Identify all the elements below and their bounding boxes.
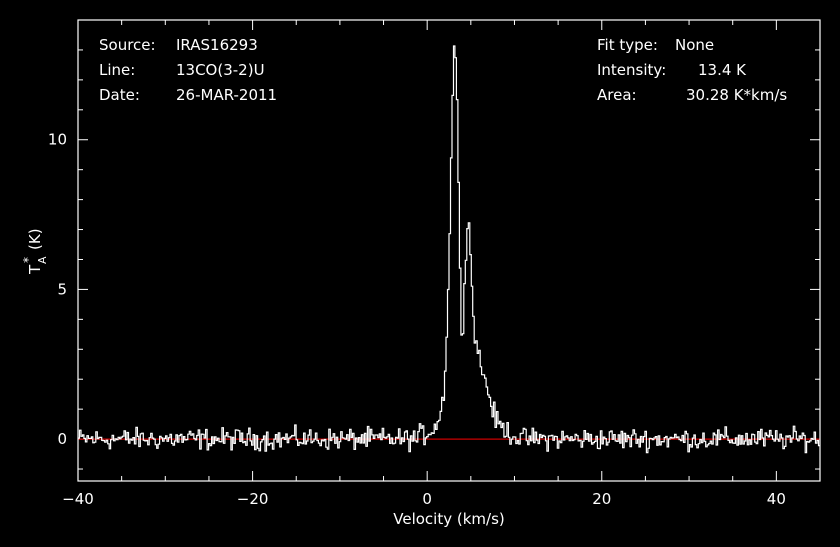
y-axis-label-superscript: *	[21, 257, 35, 263]
x-tick-label: −40	[62, 490, 94, 508]
y-axis-label-unit: (K)	[26, 228, 44, 250]
spectrum-series-line	[78, 45, 820, 454]
plot-frame	[77, 19, 821, 482]
source-label: Source:	[99, 36, 156, 54]
x-tick-label: 20	[592, 490, 611, 508]
line-label: Line:	[99, 61, 135, 79]
y-axis-label: T * A (K)	[21, 228, 49, 275]
header-info-left: Source: IRAS16293 Line: 13CO(3-2)U Date:…	[99, 36, 277, 104]
x-axis-label: Velocity (km/s)	[393, 510, 504, 528]
y-tick-label: 5	[57, 280, 67, 298]
date-value: 26-MAR-2011	[176, 86, 277, 104]
line-value: 13CO(3-2)U	[176, 61, 265, 79]
source-value: IRAS16293	[176, 36, 258, 54]
header-info-right: Fit type: None Intensity: 13.4 K Area: 3…	[597, 36, 787, 104]
y-axis-label-symbol: T	[26, 264, 44, 275]
axis-tick-labels: −40 −20 0 20 40 0 5 10	[48, 131, 786, 508]
x-tick-label: 40	[767, 490, 786, 508]
intensity-label: Intensity:	[597, 61, 666, 79]
x-tick-label: 0	[422, 490, 432, 508]
y-axis-label-subscript: A	[36, 256, 49, 264]
area-label: Area:	[597, 86, 637, 104]
y-tick-label: 10	[48, 131, 67, 149]
fit-type-label: Fit type:	[597, 36, 658, 54]
x-tick-label: −20	[237, 490, 269, 508]
y-tick-label: 0	[57, 430, 67, 448]
area-value: 30.28 K*km/s	[686, 86, 787, 104]
fit-type-value: None	[675, 36, 714, 54]
date-label: Date:	[99, 86, 140, 104]
intensity-value: 13.4 K	[698, 61, 747, 79]
